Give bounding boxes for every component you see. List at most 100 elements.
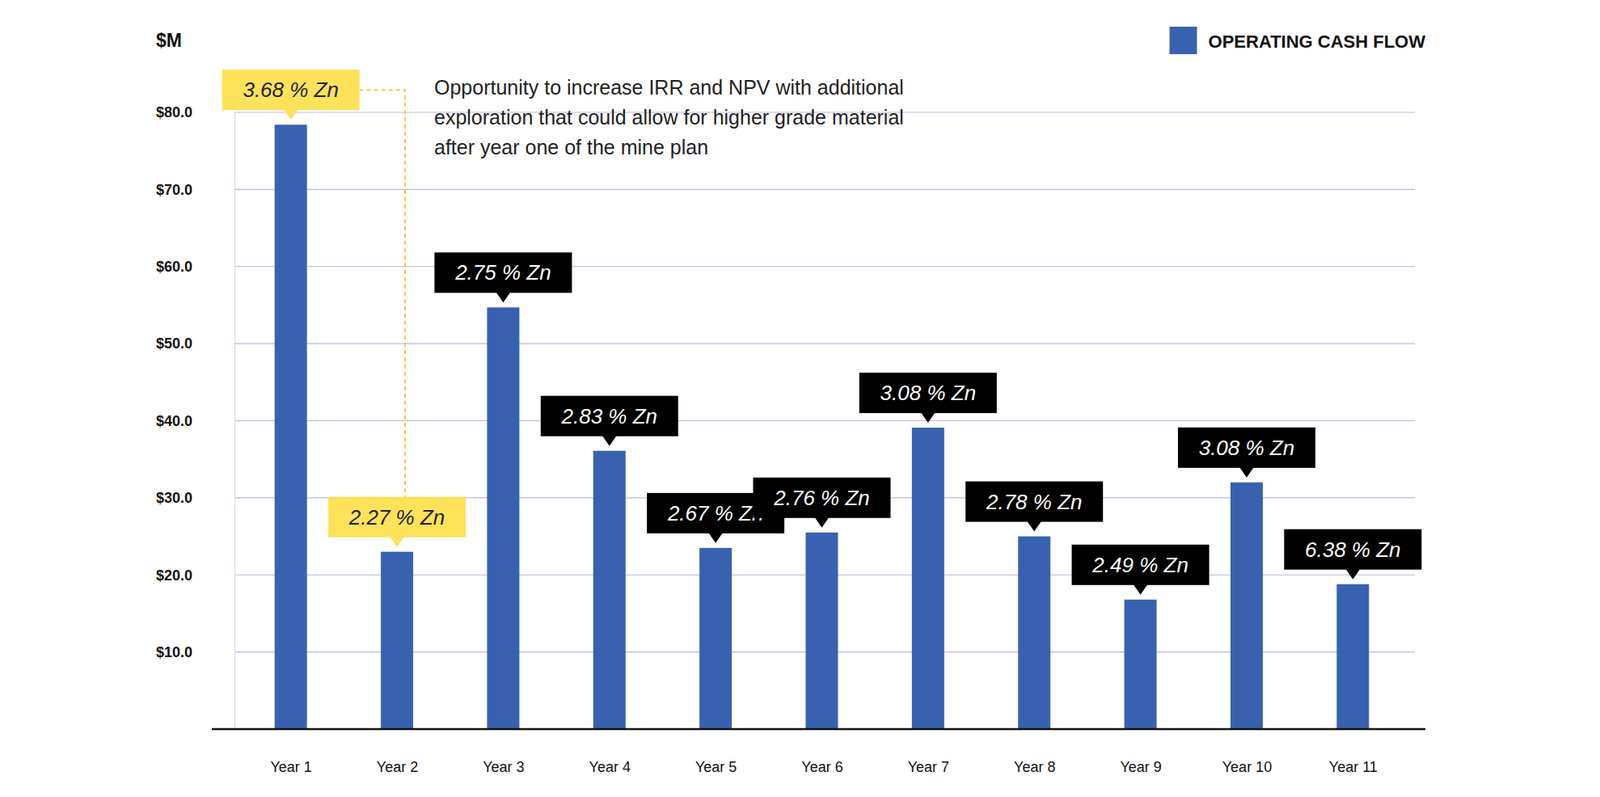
x-tick: Year 4 [589, 729, 631, 776]
callout-box [1177, 427, 1316, 469]
note: Opportunity to increase IRR and NPV with… [434, 75, 904, 159]
note-line: Opportunity to increase IRR and NPV with… [434, 75, 904, 99]
legend-swatch [1169, 26, 1198, 55]
bar [1336, 584, 1369, 730]
callout-label: 2.67 % Zn [667, 501, 765, 526]
callout-box [222, 69, 360, 110]
baseline [211, 728, 1426, 731]
y-tick: $20.0 [156, 567, 235, 584]
bars [274, 124, 1370, 730]
callout-pointer [283, 109, 299, 120]
bar [1124, 599, 1157, 730]
callout: 3.08 % Zn [859, 372, 997, 423]
bar [806, 532, 839, 730]
note-line: after year one of the mine plan [434, 135, 709, 159]
x-tick-label: Year 9 [1119, 759, 1161, 776]
x-tick-label: Year 3 [482, 759, 524, 776]
y-tick: $60.0 [156, 258, 235, 275]
y-tick: $70.0 [156, 181, 235, 199]
x-tick: Year 1 [270, 729, 312, 776]
grid-line [234, 189, 1415, 190]
x-tick-label: Year 6 [801, 759, 843, 776]
bar [593, 451, 626, 730]
y-tick-label: $40.0 [156, 413, 193, 430]
callout-box [859, 372, 997, 414]
callout-label: 3.08 % Zn [1198, 435, 1296, 461]
x-tick: Year 5 [695, 729, 737, 776]
x-axis: Year 1 Year 2 Year 3 Year 4 Year 5 Year 6 Year… [270, 729, 1377, 776]
callout-box [328, 497, 466, 538]
callout-pointer [1239, 467, 1254, 478]
y-axis: $10.0 $20.0 $30.0 $40.0 $50.0 $60.0 $70.0 $80.0 [156, 104, 236, 730]
connector [359, 89, 406, 497]
x-tick: Year 11 [1329, 729, 1378, 776]
callout-box [540, 396, 679, 437]
callout-pointer [1133, 584, 1149, 596]
callout-pointer [920, 412, 936, 423]
x-tick-label: Year 7 [907, 759, 950, 776]
callout-label: 6.38 % Zn [1304, 537, 1402, 562]
callout: 6.38 % Zn [1283, 529, 1422, 580]
callout-label: 2.76 % Zn [772, 485, 870, 511]
legend-label: OPERATING CASH FLOW [1208, 31, 1427, 52]
x-tick-label: Year 5 [695, 759, 737, 776]
y-tick-label: $50.0 [156, 335, 193, 352]
y-tick-label: $20.0 [156, 567, 193, 584]
callout: 2.83 % Zn [540, 396, 679, 447]
callout-box [753, 477, 891, 519]
y-axis-title: $M [156, 29, 182, 51]
bar [380, 552, 414, 730]
x-tick: Year 2 [376, 729, 418, 776]
x-tick: Year 7 [907, 729, 950, 776]
grid-line [234, 343, 1415, 345]
x-tick: Year 3 [482, 729, 524, 776]
y-tick: $40.0 [156, 413, 235, 430]
y-tick-label: $80.0 [156, 104, 193, 121]
grid-line [234, 265, 1415, 267]
note-line: exploration that could allow for higher … [434, 105, 904, 129]
callout-pointer [1026, 521, 1042, 532]
bar [486, 307, 520, 730]
callout: 2.27 % Zn [328, 497, 466, 548]
callout-label: 3.68 % Zn [242, 77, 339, 102]
y-tick: $30.0 [156, 489, 235, 507]
bar [1230, 482, 1263, 730]
callout-box [965, 481, 1103, 523]
x-tick-label: Year 10 [1222, 759, 1272, 776]
callout-pointer [708, 532, 723, 544]
chart: $10.0 $20.0 $30.0 $40.0 $50.0 $60.0 $70.0 $80.0… [0, 0, 1600, 797]
x-tick: Year 10 [1222, 729, 1272, 776]
x-tick-label: Year 4 [589, 759, 631, 776]
callout: 2.78 % Zn [965, 481, 1103, 532]
grid-line [234, 420, 1415, 422]
x-tick-label: Year 11 [1329, 759, 1378, 776]
callout: 2.49 % Zn [1072, 544, 1210, 596]
callout: 2.75 % Zn [434, 252, 572, 303]
y-tick-label: $10.0 [156, 644, 193, 661]
callout: 3.68 % Zn [222, 69, 360, 120]
legend: OPERATING CASH FLOW [1169, 26, 1427, 55]
callout-label: 2.75 % Zn [454, 260, 552, 285]
callout-label: 2.78 % Zn [985, 489, 1083, 515]
x-tick-label: Year 8 [1013, 759, 1056, 776]
callout-pointer [814, 517, 830, 528]
callout: 2.76 % Zn [753, 477, 891, 528]
y-tick-label: $60.0 [156, 258, 193, 275]
x-tick-label: Year 2 [376, 759, 418, 776]
callout-pointer [602, 435, 617, 447]
y-axis-line [234, 113, 236, 731]
callout-box [434, 252, 572, 293]
callout-label: 2.49 % Zn [1091, 553, 1189, 578]
x-tick: Year 8 [1013, 729, 1056, 776]
bar [911, 427, 945, 730]
x-tick: Year 9 [1119, 729, 1161, 776]
callout-label: 2.27 % Zn [348, 505, 446, 530]
callout-pointer [1345, 569, 1360, 580]
callout-pointer [495, 291, 511, 303]
bar [1017, 536, 1051, 730]
x-tick: Year 6 [801, 729, 843, 776]
y-tick-label: $70.0 [156, 181, 193, 199]
callout: 3.08 % Zn [1177, 427, 1316, 478]
x-tick-label: Year 1 [270, 759, 312, 776]
callout-box [1283, 529, 1422, 570]
